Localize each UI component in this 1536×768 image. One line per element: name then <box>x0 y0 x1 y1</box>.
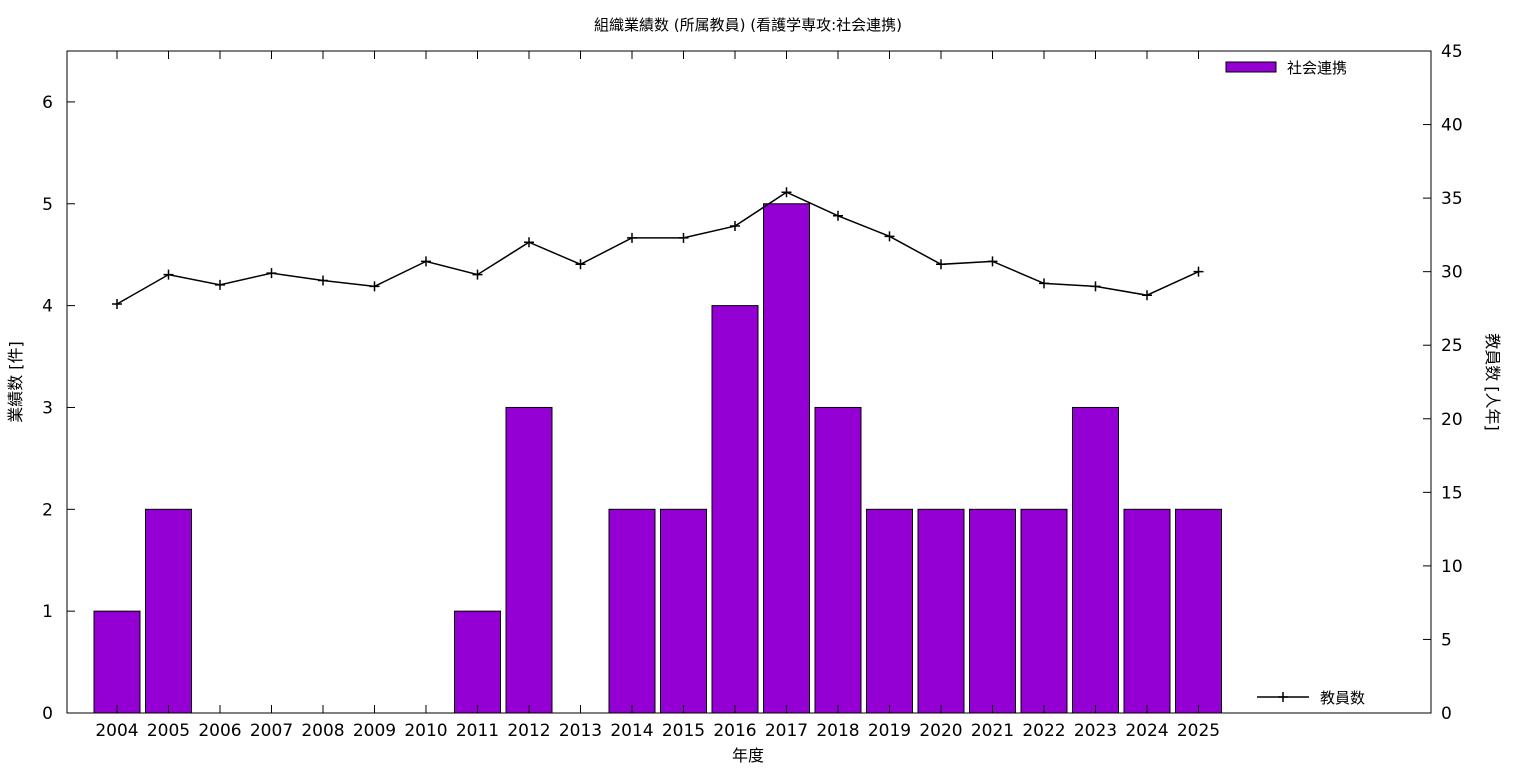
right-tick-label: 5 <box>1441 630 1452 650</box>
line-point-2025 <box>1193 266 1204 277</box>
bar-2023 <box>1072 406 1119 714</box>
line-point-2015 <box>678 232 689 243</box>
x-tick-label: 2008 <box>301 721 344 741</box>
line-point-2023 <box>1090 281 1101 292</box>
x-tick-label: 2016 <box>713 721 756 741</box>
line-point-2004 <box>112 299 122 310</box>
bar-2025 <box>1175 508 1222 714</box>
bar-2021 <box>969 508 1016 714</box>
chart-title: 組織業績数 (所属教員) (看護学専攻:社会連携) <box>594 16 902 34</box>
line-point-2005 <box>163 269 174 280</box>
left-tick-label: 1 <box>42 602 53 622</box>
legend-line: 教員数 <box>1257 689 1365 707</box>
line-point-2006 <box>215 279 225 290</box>
x-tick-label: 2006 <box>198 721 241 741</box>
left-tick-label: 2 <box>42 500 53 520</box>
x-tick-label: 2024 <box>1125 721 1168 741</box>
line-point-2014 <box>627 232 637 243</box>
right-tick-label: 45 <box>1441 42 1463 62</box>
bar-2022 <box>1020 508 1068 714</box>
x-tick-label: 2019 <box>868 721 911 741</box>
left-tick-label: 0 <box>42 704 53 724</box>
x-tick-label: 2014 <box>610 721 653 741</box>
x-tick-label: 2015 <box>662 721 705 741</box>
x-axis: 2004 2005 2006 2007 2008 2009 2010 2011 2012 2013… <box>95 51 1220 741</box>
line-point-2019 <box>884 231 895 242</box>
bar-2019 <box>866 508 913 714</box>
x-tick-label: 2012 <box>507 721 550 741</box>
x-tick-label: 2017 <box>765 721 808 741</box>
bar-2014 <box>608 508 656 714</box>
legend-bar: 社会連携 <box>1225 59 1347 77</box>
x-tick-label: 2022 <box>1022 721 1065 741</box>
line-point-2012 <box>524 237 534 248</box>
x-tick-label: 2020 <box>919 721 962 741</box>
y-axis-left-label: 業績数 [件] <box>6 341 25 423</box>
bar-2015 <box>660 508 707 714</box>
right-tick-label: 0 <box>1441 704 1452 724</box>
x-tick-label: 2025 <box>1177 721 1220 741</box>
line-point-2016 <box>730 221 740 232</box>
bar-2020 <box>917 508 965 714</box>
bar-series <box>93 203 1222 714</box>
x-tick-label: 2018 <box>816 721 859 741</box>
line-point-2007 <box>266 268 277 279</box>
x-tick-label: 2007 <box>250 721 293 741</box>
x-tick-label: 2010 <box>404 721 447 741</box>
bar-2004 <box>93 610 141 714</box>
right-tick-label: 30 <box>1441 263 1463 283</box>
right-axis: 0 5 10 15 20 25 30 35 40 45 <box>1423 42 1463 724</box>
right-tick-label: 40 <box>1441 116 1463 136</box>
left-tick-label: 6 <box>42 93 53 113</box>
bar-2011 <box>454 610 501 714</box>
legend-line-marker <box>1278 692 1288 702</box>
line-point-2008 <box>318 275 328 286</box>
line-point-2010 <box>421 256 431 267</box>
legend-bar-swatch <box>1225 61 1277 73</box>
left-axis: 0 1 2 3 4 5 6 <box>42 93 75 724</box>
x-tick-label: 2005 <box>147 721 190 741</box>
y-axis-right-label: 教員数 [人年] <box>1483 333 1502 431</box>
x-tick-label: 2004 <box>95 721 138 741</box>
line-point-2009 <box>369 281 380 292</box>
line-point-2013 <box>575 259 586 270</box>
right-tick-label: 10 <box>1441 557 1463 577</box>
right-tick-label: 20 <box>1441 410 1463 430</box>
right-tick-label: 35 <box>1441 189 1463 209</box>
bar-2017 <box>763 203 810 714</box>
line-point-2018 <box>833 210 843 221</box>
bar-2024 <box>1123 508 1171 714</box>
line-point-2011 <box>472 269 483 280</box>
right-tick-label: 15 <box>1441 483 1463 503</box>
line-point-2022 <box>1039 278 1049 289</box>
bar-2016 <box>711 305 759 714</box>
x-tick-label: 2013 <box>559 721 602 741</box>
bar-2005 <box>145 508 192 714</box>
x-tick-label: 2023 <box>1074 721 1117 741</box>
x-tick-label: 2021 <box>971 721 1014 741</box>
legend-line-label: 教員数 <box>1320 689 1365 707</box>
left-tick-label: 5 <box>42 195 53 215</box>
x-axis-label: 年度 <box>732 746 764 765</box>
line-point-2021 <box>987 256 998 267</box>
left-tick-label: 4 <box>42 297 53 317</box>
faculty-count-line <box>116 191 1199 305</box>
legend-bar-label: 社会連携 <box>1287 59 1347 77</box>
left-tick-label: 3 <box>42 398 53 418</box>
line-point-2020 <box>936 259 946 270</box>
line-point-2017 <box>781 187 792 198</box>
bar-2018 <box>814 406 862 714</box>
bar-2012 <box>505 406 553 714</box>
line-point-2024 <box>1142 290 1152 301</box>
line-series <box>112 187 1204 310</box>
x-tick-label: 2011 <box>456 721 499 741</box>
x-tick-label: 2009 <box>353 721 396 741</box>
right-tick-label: 25 <box>1441 336 1463 356</box>
